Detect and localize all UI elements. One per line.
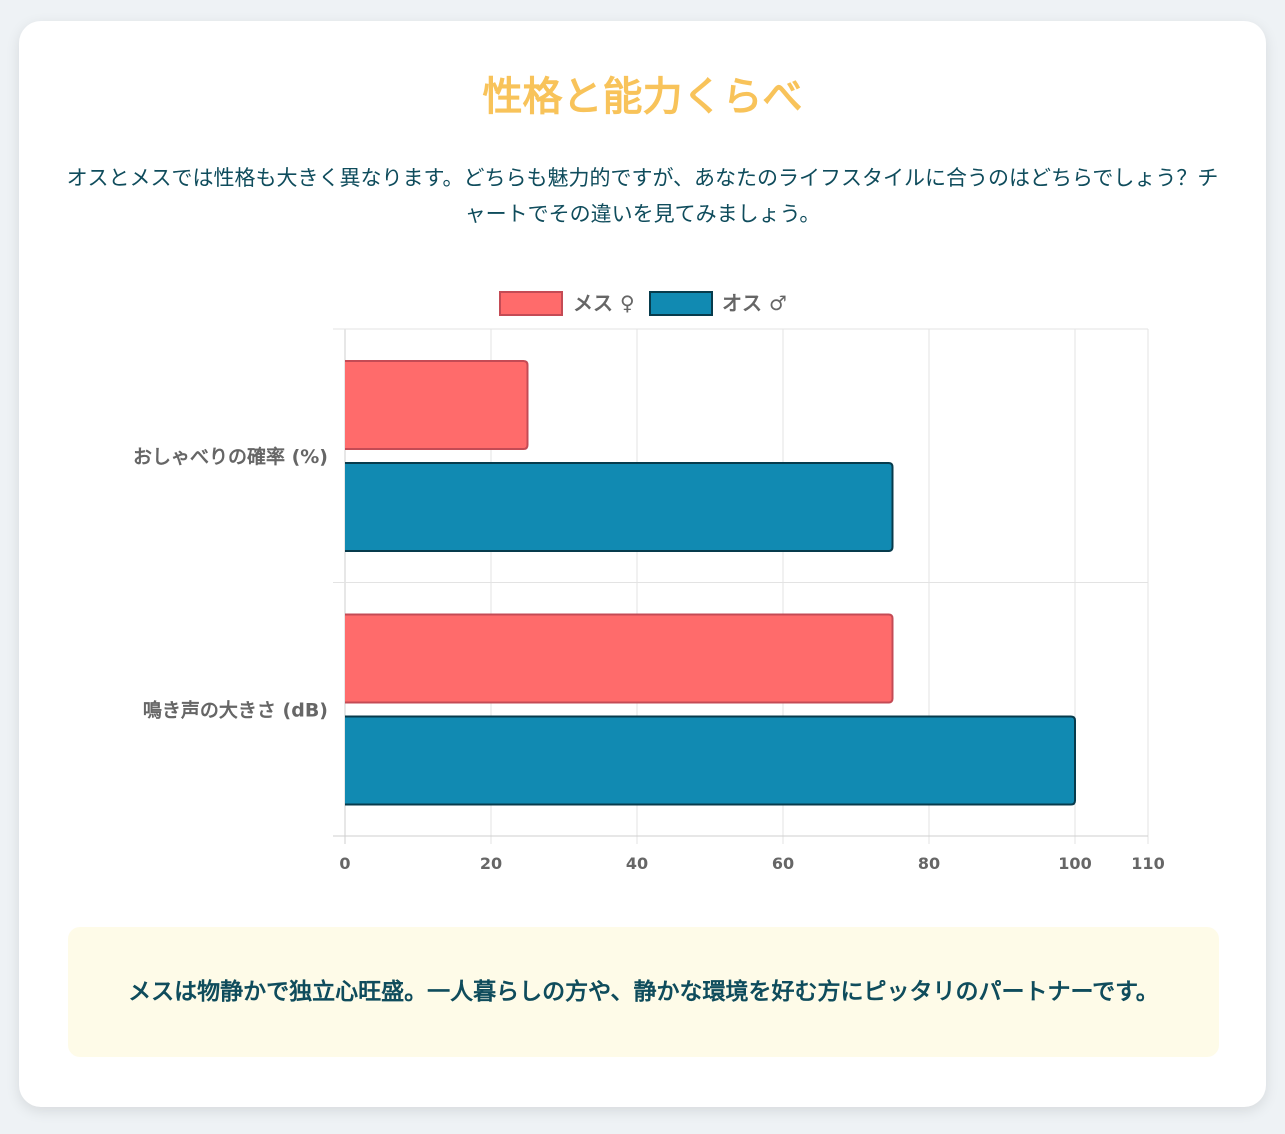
summary-note-text: メスは物静かで独立心旺盛。一人暮らしの方や、静かな環境を好む方にピッタリのパート… (128, 979, 1159, 1005)
x-tick-label-0: 0 (339, 854, 350, 873)
chart-bars (345, 360, 1076, 806)
x-tick-label-1: 20 (480, 854, 502, 873)
x-axis-ticks: 0 20 40 60 80 100 110 (339, 854, 1164, 873)
legend-label-1: オス ♂ (722, 291, 787, 315)
x-tick-label-6: 110 (1131, 854, 1164, 873)
chart-legend: メス ♀ オス ♂ (499, 291, 787, 316)
bar-0-0 (345, 360, 529, 450)
x-tick-label-2: 40 (626, 854, 648, 873)
intro-text: オスとメスでは性格も大きく異なります。どちらも魅力的ですが、あなたのライフスタイ… (66, 166, 1219, 226)
x-tick-label-3: 60 (772, 854, 794, 873)
legend-swatch-0 (499, 291, 563, 316)
y-label-0: おしゃべりの確率 (%) (133, 445, 328, 468)
legend-label-0: メス ♀ (573, 291, 635, 315)
comparison-chart: メス ♀ オス ♂ おしゃべりの確率 (%) 鳴き声の大きさ (dB) 0 20 40 6… (133, 291, 1165, 873)
x-tick-label-4: 80 (918, 854, 940, 873)
legend-swatch-1 (649, 291, 713, 316)
summary-note: メスは物静かで独立心旺盛。一人暮らしの方や、静かな環境を好む方にピッタリのパート… (68, 927, 1219, 1057)
x-tick-label-5: 100 (1058, 854, 1091, 873)
y-label-1: 鳴き声の大きさ (dB) (143, 698, 328, 721)
bar-1-0 (345, 613, 894, 704)
content-card (19, 21, 1266, 1107)
page-title: 性格と能力くらべ (482, 74, 803, 120)
bar-0-1 (345, 462, 894, 552)
bar-1-1 (345, 715, 1076, 806)
chart-grid (333, 328, 1149, 844)
y-axis-labels: おしゃべりの確率 (%) 鳴き声の大きさ (dB) (133, 445, 328, 722)
